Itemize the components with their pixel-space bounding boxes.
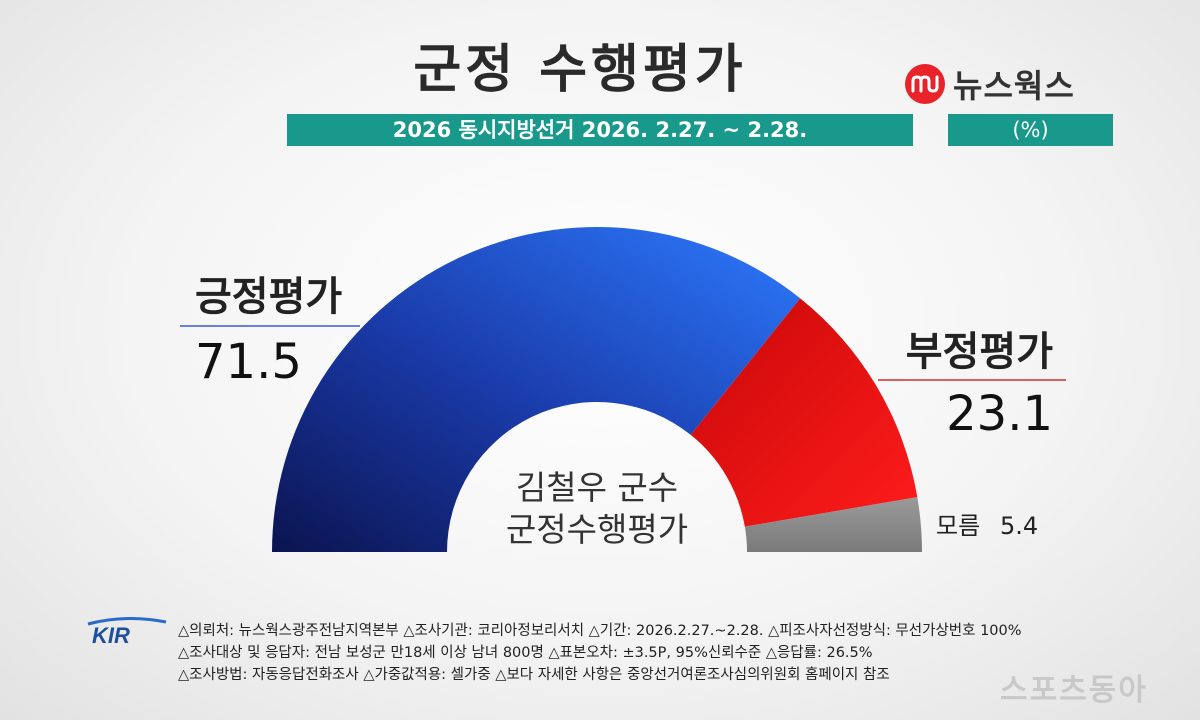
value-positive: 71.5 <box>195 334 302 390</box>
chart-title: 군정 수행평가 <box>413 40 747 100</box>
label-unknown: 모름 <box>936 512 980 540</box>
center-subject: 김철우 군수 <box>516 468 678 507</box>
value-negative: 23.1 <box>946 386 1053 442</box>
label-positive: 긍정평가 <box>195 274 342 320</box>
slice-positive <box>272 226 801 552</box>
label-negative: 부정평가 <box>906 329 1053 375</box>
news-logo: 뉴스웍스 <box>905 62 1075 106</box>
watermark: 스포츠동아 <box>1000 673 1148 708</box>
center-caption: 군정수행평가 <box>506 510 688 549</box>
survey-info-bar: 2026 동시지방선거 2026. 2.27. ~ 2.28. <box>287 114 913 146</box>
value-unknown: 5.4 <box>1000 512 1038 540</box>
slice-unknown <box>744 497 922 552</box>
footnote-line-3: △조사방법: 자동응답전화조사 △가중값적용: 셀가중 △보다 자세한 사항은 … <box>178 667 890 683</box>
survey-footnote: △의뢰처: 뉴스웍스광주전남지역본부 △조사기관: 코리아정보리서치 △기간: … <box>178 620 1168 686</box>
slice-negative <box>690 298 918 527</box>
unit-bar: (%) <box>948 114 1113 146</box>
footnote-line-1: △의뢰처: 뉴스웍스광주전남지역본부 △조사기관: 코리아정보리서치 △기간: … <box>178 623 1022 639</box>
brand-name: 뉴스웍스 <box>953 67 1075 105</box>
footnote-line-2: △조사대상 및 응답자: 전남 보성군 만18세 이상 남녀 800명 △표본오… <box>178 645 873 661</box>
kir-logo-icon: KIR <box>87 616 167 646</box>
kir-logo-text: KIR <box>92 623 130 646</box>
newsworks-logo-icon <box>905 64 945 104</box>
